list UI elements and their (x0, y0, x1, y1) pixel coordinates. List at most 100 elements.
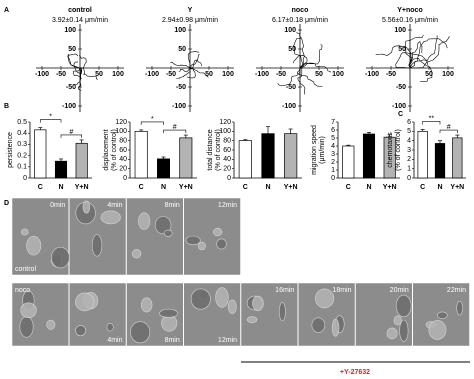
y-tick-label: -50 (286, 84, 296, 91)
y-tick-label: 50 (288, 46, 296, 53)
significance-bracket (140, 121, 164, 125)
bar (34, 129, 47, 179)
x-tick-label: Y+N (383, 184, 397, 191)
cell-track (187, 50, 200, 69)
y-tick-label: 20 (223, 166, 231, 173)
bar (342, 145, 355, 179)
x-tick-label: Y+N (179, 184, 193, 191)
cell-shape (20, 228, 29, 236)
cell-shape (315, 288, 335, 309)
y-tick-label: 4 (407, 138, 411, 145)
x-tick-label: 100 (112, 71, 124, 78)
cell-shape (252, 295, 264, 312)
significance-bracket (163, 129, 187, 134)
y-tick-label: 0 (407, 175, 411, 182)
x-tick-label: Y+N (284, 184, 298, 191)
significance-mark: ** (429, 115, 435, 122)
x-tick-label: N (437, 184, 442, 191)
y-tick-label: -100 (392, 103, 406, 110)
y-tick-label: 60 (119, 147, 127, 154)
x-tick-label: 50 (425, 71, 433, 78)
cell-track (79, 54, 87, 69)
cell-shape (91, 234, 103, 257)
y-axis-label-line: (μm/min) (319, 136, 326, 164)
x-tick-label: N (265, 184, 270, 191)
y-tick-label: 80 (119, 138, 127, 145)
cell-shape (399, 319, 409, 342)
cell-shape (278, 302, 286, 322)
time-label: 22min (447, 287, 466, 294)
bar (179, 137, 193, 179)
y-axis-label: chemotaxis(% of control) (387, 129, 402, 171)
x-tick-label: 100 (332, 71, 344, 78)
x-tick-label: -50 (386, 71, 396, 78)
cell-track (297, 67, 306, 95)
significance-bracket (60, 134, 82, 138)
x-tick-label: C (139, 184, 144, 191)
cell-shape (311, 317, 326, 333)
y-tick-label: -50 (396, 84, 406, 91)
x-tick-label: C (420, 184, 425, 191)
y-axis-label-line: displacement (103, 129, 110, 170)
bar (284, 133, 298, 179)
bar (75, 142, 88, 179)
cell-shape (140, 297, 153, 313)
significance-bracket (439, 129, 458, 134)
panel-label: A (4, 7, 9, 14)
cell-shape (393, 315, 402, 326)
y-tick-label: 0 (23, 175, 27, 182)
x-tick-label: 100 (442, 71, 454, 78)
cell-track (409, 38, 448, 69)
treatment-label: +Y-27632 (340, 369, 370, 376)
y-tick-label: 0.5 (17, 119, 27, 126)
time-label: 8min (165, 337, 180, 344)
time-label: 16min (275, 287, 294, 294)
cell-shape (130, 321, 151, 344)
row-label: noco (15, 287, 30, 294)
panel-label: D (4, 200, 9, 207)
y-tick-label: -100 (172, 103, 186, 110)
x-tick-label: Y+N (450, 184, 464, 191)
significance-mark: # (173, 124, 177, 131)
y-tick-label: -50 (66, 84, 76, 91)
track-title: noco (292, 7, 309, 14)
cell-shape (163, 229, 173, 237)
y-axis-label: displacement(% of control) (103, 129, 118, 171)
cell-shape (75, 325, 87, 337)
micrograph (240, 282, 298, 347)
cell-shape (46, 319, 56, 330)
track-title: Y+noco (397, 7, 422, 14)
cell-track (73, 61, 82, 75)
time-label: 4min (107, 202, 122, 209)
cell-track (79, 67, 98, 80)
x-tick-label: 100 (222, 71, 234, 78)
y-tick-label: 1 (331, 167, 335, 174)
cell-shape (26, 235, 42, 256)
cell-track (186, 67, 196, 79)
y-tick-label: 40 (223, 156, 231, 163)
bar (134, 130, 148, 179)
y-tick-label: 40 (119, 156, 127, 163)
x-tick-label: C (346, 184, 351, 191)
cell-shape (456, 300, 463, 316)
y-axis-label-line: (% of control) (395, 129, 402, 171)
y-tick-label: 2 (407, 156, 411, 163)
cell-shape (216, 238, 227, 250)
y-tick-label: 7 (331, 119, 335, 126)
y-tick-label: -50 (176, 84, 186, 91)
cell-track (410, 36, 450, 69)
y-tick-label: 3 (407, 147, 411, 154)
y-tick-label: 6 (331, 127, 335, 134)
cell-track (178, 67, 191, 73)
significance-bracket (40, 119, 62, 123)
y-tick-label: 100 (174, 27, 186, 34)
cell-shape (246, 316, 258, 324)
y-tick-label: -100 (282, 103, 296, 110)
cell-shape (75, 292, 95, 312)
cell-track (170, 61, 191, 69)
y-tick-label: 100 (284, 27, 296, 34)
cell-shape (106, 322, 114, 332)
cell-shape (437, 311, 448, 319)
cell-track (277, 67, 301, 86)
